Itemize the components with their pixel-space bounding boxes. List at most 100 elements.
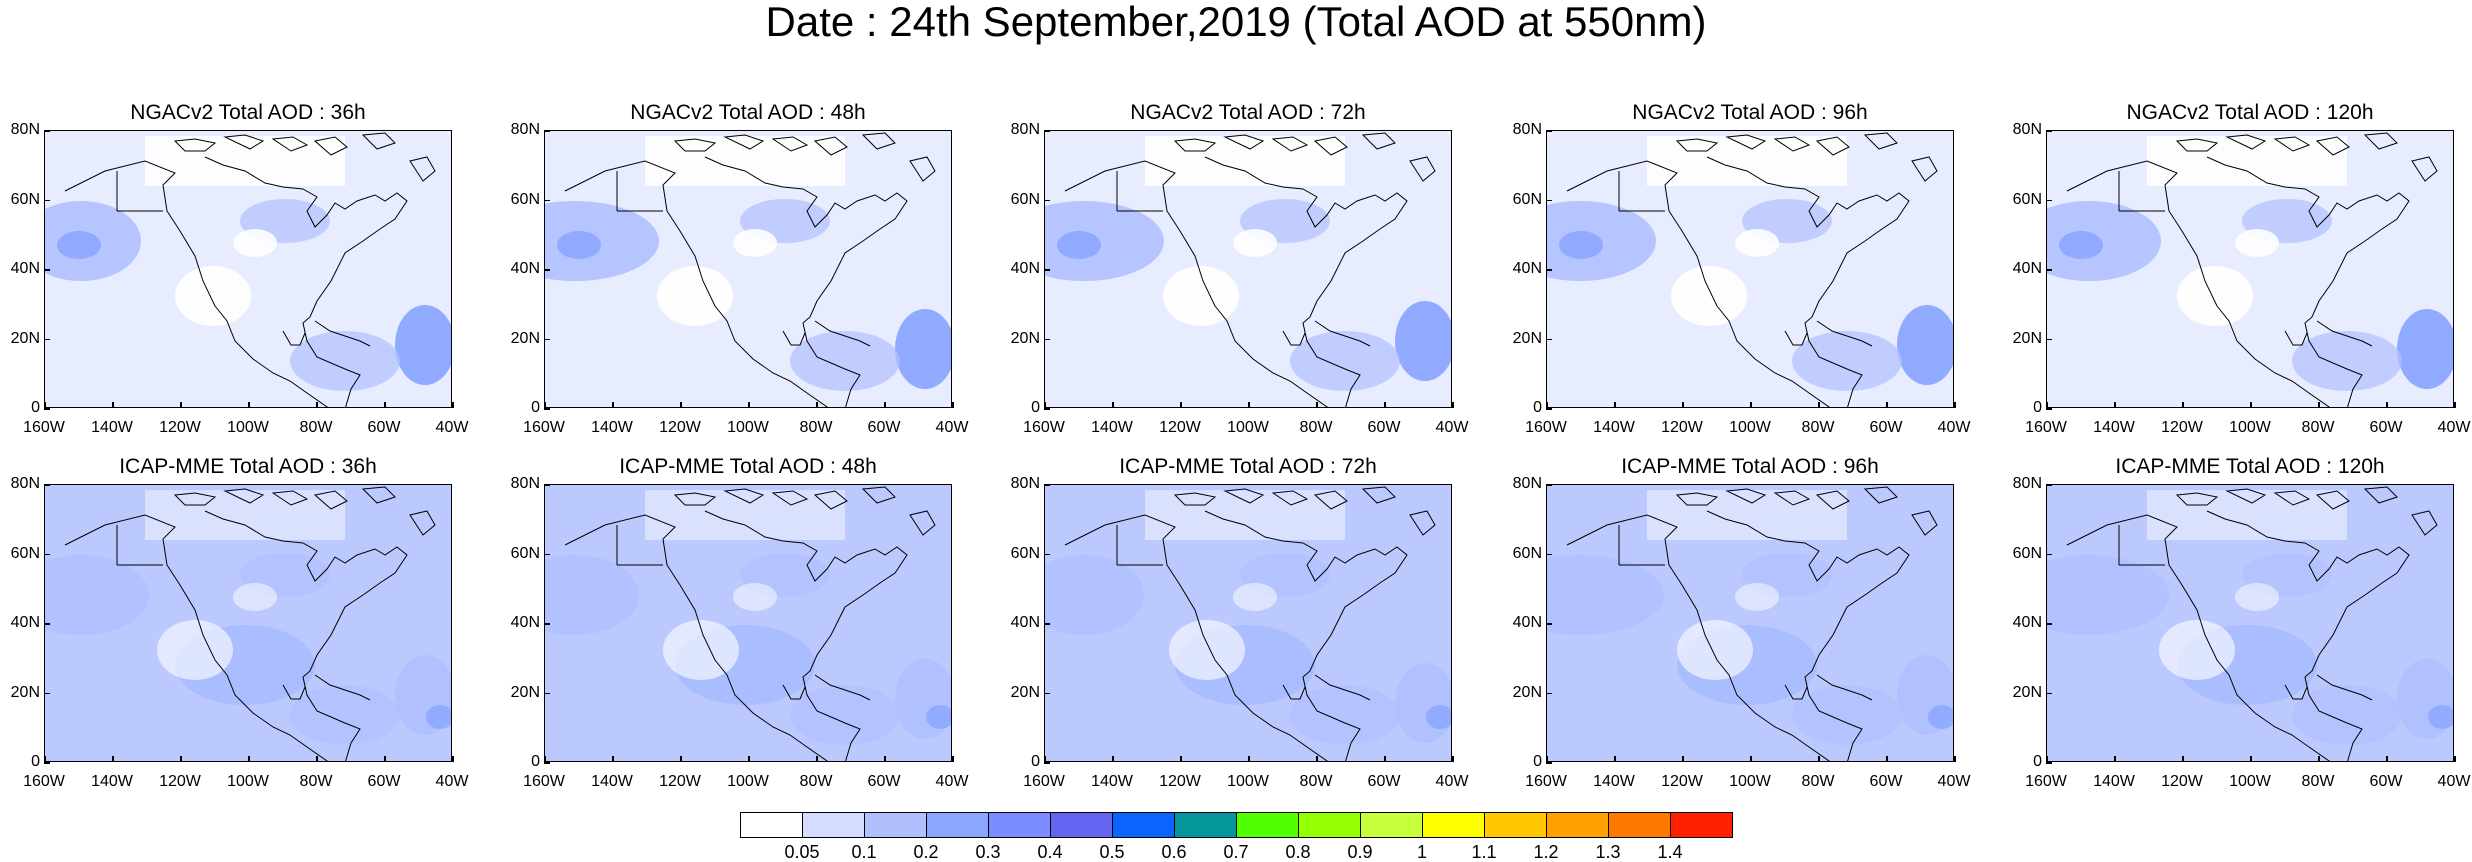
- lon-tick-label: 100W: [1729, 419, 1771, 436]
- panel-title: ICAP-MME Total AOD : 96h: [1621, 455, 1879, 478]
- lon-tick-label: 160W: [1525, 419, 1567, 436]
- map-panel: ICAP-MME Total AOD : 120h 80N 60N 40N 20N 0 1…: [2002, 444, 2471, 824]
- lon-tick-mark: [44, 402, 46, 408]
- lat-tick-label: 60N: [1010, 190, 1040, 208]
- map-panel: ICAP-MME Total AOD : 96h 80N 60N 40N 20N 0 16…: [1502, 444, 1971, 824]
- aod-map: [1547, 485, 1953, 761]
- colorbar-swatch: [802, 812, 865, 838]
- lat-tick-mark: [44, 692, 50, 694]
- lon-tick-mark: [1886, 756, 1888, 762]
- lon-tick-mark: [1180, 756, 1182, 762]
- lon-tick-mark: [1750, 756, 1752, 762]
- lon-tick-mark: [544, 756, 546, 762]
- lon-tick-label: 100W: [227, 773, 269, 790]
- colorbar-label: 0.2: [913, 842, 939, 862]
- lon-tick-mark: [1112, 756, 1114, 762]
- lon-tick-label: 80W: [1299, 419, 1333, 436]
- lon-tick-label: 80W: [299, 419, 333, 436]
- lat-tick-label: 60N: [2012, 190, 2042, 208]
- colorbar-swatch: [1546, 812, 1609, 838]
- lon-tick-mark: [2182, 756, 2184, 762]
- lat-tick-mark: [544, 623, 550, 625]
- lat-tick-label: 20N: [510, 329, 540, 347]
- lat-tick-mark: [2046, 408, 2052, 410]
- map-frame: [2046, 484, 2454, 762]
- lat-tick-label: 80N: [10, 121, 40, 138]
- lon-tick-mark: [316, 402, 318, 408]
- colorbar-swatch: [1422, 812, 1485, 838]
- lon-tick-label: 120W: [159, 419, 201, 436]
- lat-tick-mark: [1546, 553, 1552, 555]
- lat-tick-label: 20N: [1010, 683, 1040, 701]
- lon-tick-label: 140W: [2093, 419, 2135, 436]
- lon-tick-label: 100W: [727, 419, 769, 436]
- lon-tick-mark: [2318, 756, 2320, 762]
- lon-tick-mark: [248, 756, 250, 762]
- lon-tick-label: 40W: [2437, 419, 2471, 436]
- lat-tick-label: 20N: [10, 329, 40, 347]
- lon-tick-label: 40W: [1435, 419, 1469, 436]
- colorbar-swatch: [926, 812, 989, 838]
- lon-tick-mark: [1112, 402, 1114, 408]
- colorbar-swatch: [1298, 812, 1361, 838]
- lon-tick-mark: [1316, 402, 1318, 408]
- panel-title: NGACv2 Total AOD : 96h: [1632, 101, 1868, 124]
- lon-tick-label: 60W: [867, 419, 901, 436]
- lon-tick-label: 80W: [2301, 419, 2335, 436]
- lon-tick-mark: [748, 402, 750, 408]
- lat-tick-mark: [44, 553, 50, 555]
- lon-tick-mark: [1954, 756, 1956, 762]
- colorbar-swatch: [1112, 812, 1175, 838]
- lon-tick-label: 80W: [2301, 773, 2335, 790]
- lon-tick-mark: [1546, 402, 1548, 408]
- lon-tick-mark: [452, 402, 454, 408]
- lat-tick-mark: [44, 623, 50, 625]
- map-panel: ICAP-MME Total AOD : 48h 80N 60N 40N 20N 0 16…: [500, 444, 969, 824]
- aod-map: [45, 131, 451, 407]
- lat-tick-label: 80N: [1010, 121, 1040, 138]
- lat-tick-label: 60N: [1512, 544, 1542, 562]
- lat-tick-label: 80N: [510, 475, 540, 492]
- lon-tick-label: 40W: [1937, 419, 1971, 436]
- lat-tick-label: 80N: [1010, 475, 1040, 492]
- coastline: [1566, 132, 1938, 407]
- lon-tick-mark: [2046, 402, 2048, 408]
- lat-tick-label: 60N: [510, 190, 540, 208]
- map-frame: [1044, 484, 1452, 762]
- lat-tick-mark: [2046, 199, 2052, 201]
- map-panel: NGACv2 Total AOD : 48h 80N 60N 40N 20N 0 160W…: [500, 90, 969, 470]
- lon-tick-mark: [1546, 756, 1548, 762]
- map-panel: ICAP-MME Total AOD : 72h 80N 60N 40N 20N 0 16…: [1000, 444, 1469, 824]
- map-frame: [1546, 130, 1954, 408]
- lat-tick-label: 60N: [10, 190, 40, 208]
- lat-tick-mark: [1044, 692, 1050, 694]
- lon-tick-label: 120W: [2161, 773, 2203, 790]
- colorbar-label: 0.7: [1223, 842, 1249, 862]
- lat-tick-label: 40N: [1512, 614, 1542, 631]
- lon-tick-label: 160W: [1525, 773, 1567, 790]
- lat-tick-mark: [544, 408, 550, 410]
- lon-tick-label: 40W: [935, 419, 969, 436]
- coastline: [1566, 486, 1938, 761]
- lat-tick-label: 60N: [1512, 190, 1542, 208]
- lon-tick-label: 140W: [1091, 419, 1133, 436]
- lat-tick-mark: [1546, 484, 1552, 486]
- coastline: [564, 486, 936, 761]
- colorbar-label: 0.1: [851, 842, 877, 862]
- map-panel: NGACv2 Total AOD : 36h 80N 60N 40N 20N 0 160W…: [0, 90, 469, 470]
- aod-map: [45, 485, 451, 761]
- lon-tick-label: 120W: [659, 419, 701, 436]
- lon-tick-mark: [112, 756, 114, 762]
- colorbar-label: 0.6: [1161, 842, 1187, 862]
- lat-tick-mark: [1546, 623, 1552, 625]
- lat-tick-label: 80N: [2012, 475, 2042, 492]
- lon-tick-label: 60W: [367, 419, 401, 436]
- lon-tick-label: 160W: [23, 419, 65, 436]
- lon-tick-label: 140W: [91, 773, 133, 790]
- lat-tick-label: 20N: [2012, 683, 2042, 701]
- lon-tick-label: 140W: [1091, 773, 1133, 790]
- colorbar-swatch: [740, 812, 803, 838]
- lat-tick-label: 60N: [10, 544, 40, 562]
- lat-tick-mark: [1044, 553, 1050, 555]
- lat-tick-mark: [1546, 269, 1552, 271]
